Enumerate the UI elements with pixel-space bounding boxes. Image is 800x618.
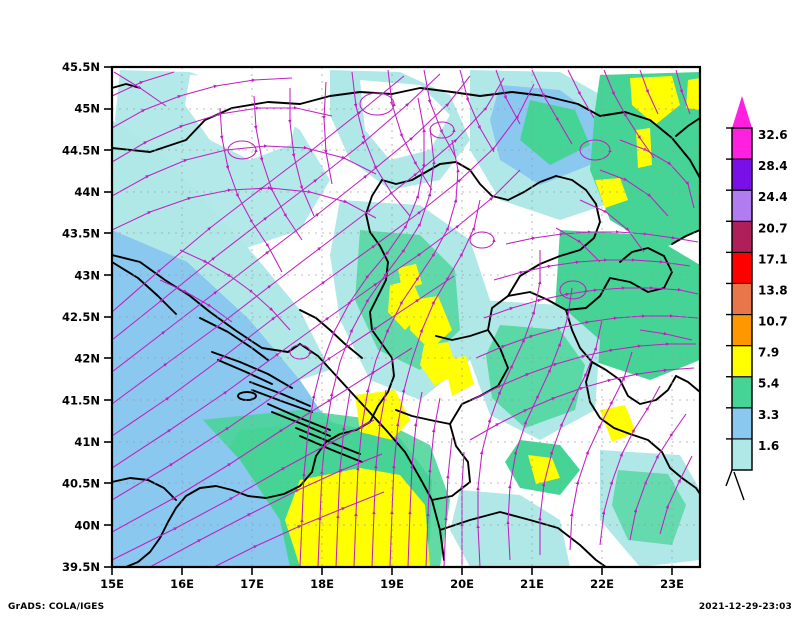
colorbar-band bbox=[731, 282, 753, 316]
colorbar-band bbox=[731, 438, 753, 471]
y-tick-label: 42N bbox=[74, 352, 100, 366]
y-tick-label: 40.5N bbox=[62, 477, 100, 491]
colorbar-band bbox=[731, 313, 753, 347]
colorbar-band bbox=[731, 127, 753, 160]
colorbar-tick-label: 17.1 bbox=[758, 252, 788, 266]
colorbar-tick-label: 5.4 bbox=[758, 377, 779, 391]
x-axis-tick-labels: 15E 16E 17E 18E 19E 20E 21E 22E 23E bbox=[100, 577, 684, 591]
y-tick-label: 44N bbox=[74, 185, 100, 199]
x-tick-label: 19E bbox=[380, 577, 404, 591]
colorbar-tick-label: 13.8 bbox=[758, 283, 788, 297]
colorbar: 1.6 3.3 5.4 7.9 10.7 13.8 17.1 20.7 24.4 28.4 32.6 bbox=[725, 96, 788, 501]
colorbar-band bbox=[731, 220, 753, 253]
y-tick-label: 45N bbox=[74, 102, 100, 116]
colorbar-underflow-tail bbox=[725, 469, 745, 501]
colorbar-band bbox=[731, 189, 753, 222]
colorbar-band bbox=[731, 407, 753, 440]
x-tick-label: 18E bbox=[310, 577, 334, 591]
footer-timestamp: 2021-12-29-23:03 bbox=[698, 602, 792, 612]
y-tick-label: 43N bbox=[74, 268, 100, 282]
x-tick-label: 16E bbox=[170, 577, 194, 591]
colorbar-tick-label: 1.6 bbox=[758, 439, 779, 453]
streamlines bbox=[112, 69, 699, 567]
colorbar-tick-label: 28.4 bbox=[758, 159, 788, 173]
y-tick-label: 45.5N bbox=[62, 60, 100, 74]
y-tick-label: 39.5N bbox=[62, 560, 100, 574]
footer-credit: GrADS: COLA/IGES bbox=[8, 602, 105, 612]
axis-ticks bbox=[104, 66, 673, 575]
x-tick-label: 23E bbox=[660, 577, 684, 591]
colorbar-tick-label: 10.7 bbox=[758, 315, 788, 329]
colorbar-tick-label: 20.7 bbox=[758, 221, 788, 235]
y-tick-label: 44.5N bbox=[62, 143, 100, 157]
y-tick-label: 41N bbox=[74, 435, 100, 449]
x-tick-label: 15E bbox=[100, 577, 124, 591]
y-tick-label: 41.5N bbox=[62, 393, 100, 407]
colorbar-band bbox=[731, 345, 753, 378]
colorbar-band bbox=[731, 251, 753, 285]
colorbar-band bbox=[731, 376, 753, 409]
y-tick-label: 42.5N bbox=[62, 310, 100, 324]
x-tick-label: 20E bbox=[450, 577, 474, 591]
colorbar-tick-label: 32.6 bbox=[758, 128, 788, 142]
y-tick-label: 40N bbox=[74, 518, 100, 532]
colorbar-tick-label: 7.9 bbox=[758, 346, 779, 360]
x-tick-label: 17E bbox=[240, 577, 264, 591]
colorbar-band bbox=[731, 158, 753, 191]
x-tick-label: 22E bbox=[590, 577, 614, 591]
colorbar-tick-label: 24.4 bbox=[758, 190, 788, 204]
map-canvas bbox=[112, 67, 700, 567]
colorbar-tick-label: 3.3 bbox=[758, 408, 779, 422]
y-tick-label: 43.5N bbox=[62, 227, 100, 241]
latlon-gridlines bbox=[112, 67, 700, 567]
colorbar-overflow-arrow bbox=[732, 96, 752, 128]
y-axis-tick-labels: 45.5N 45N 44.5N 44N 43.5N 43N 42.5N 42N 41.5N 41N… bbox=[62, 60, 100, 574]
x-tick-label: 21E bbox=[520, 577, 544, 591]
